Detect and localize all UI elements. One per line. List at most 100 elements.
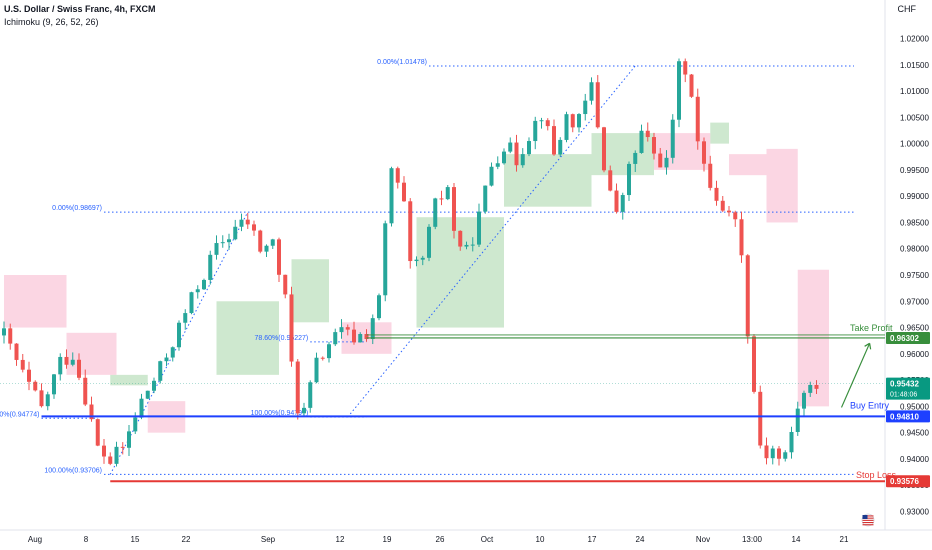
indicator-label[interactable]: Ichimoku (9, 26, 52, 26) bbox=[4, 17, 99, 27]
candle-bull bbox=[508, 142, 513, 152]
candle-bull bbox=[520, 154, 525, 166]
y-tick-label: 0.96000 bbox=[900, 350, 929, 359]
level-price-label: 0.94810 bbox=[890, 412, 919, 421]
candle-bear bbox=[258, 230, 263, 252]
candle-bull bbox=[539, 120, 544, 122]
candle-bear bbox=[733, 212, 738, 220]
candle-bull bbox=[414, 259, 419, 262]
candle-bear bbox=[777, 448, 781, 459]
candle-bear bbox=[402, 182, 406, 202]
x-tick-label: 12 bbox=[336, 535, 345, 544]
candle-bear bbox=[283, 274, 288, 295]
candle-bear bbox=[708, 163, 713, 188]
candle-bear bbox=[102, 445, 106, 457]
candle-bull bbox=[420, 257, 425, 260]
fib-diagonal-line bbox=[347, 65, 636, 418]
candle-bear bbox=[720, 200, 725, 211]
candle-bear bbox=[33, 381, 38, 391]
candle-bear bbox=[395, 168, 400, 183]
candle-bear bbox=[602, 127, 606, 171]
candle-bull bbox=[620, 195, 625, 212]
candle-bull bbox=[177, 322, 181, 348]
x-tick-label: 10 bbox=[536, 535, 545, 544]
candle-bull bbox=[783, 452, 788, 459]
candle-bull bbox=[558, 139, 563, 155]
candle-bear bbox=[364, 334, 369, 340]
chart-title: U.S. Dollar / Swiss Franc, 4h, FXCM bbox=[4, 4, 156, 14]
candle-bull bbox=[389, 168, 394, 224]
candle-bear bbox=[289, 294, 294, 362]
candle-bull bbox=[677, 61, 681, 120]
candle-bear bbox=[658, 153, 663, 168]
x-tick-label: 22 bbox=[182, 535, 191, 544]
level-price-badge bbox=[886, 331, 930, 344]
candle-bear bbox=[570, 114, 575, 128]
candle-bear bbox=[608, 170, 613, 191]
y-tick-label: 0.96500 bbox=[900, 324, 929, 333]
cloud-bull-segment bbox=[710, 122, 729, 144]
candle-bull bbox=[670, 119, 675, 158]
candle-bull bbox=[152, 380, 156, 391]
candle-bull bbox=[45, 394, 50, 407]
x-tick-label: Aug bbox=[28, 535, 42, 544]
candle-bear bbox=[439, 198, 444, 200]
fib-level-label: 78.60%(0.96227) bbox=[255, 335, 309, 342]
cloud-bear-segment bbox=[654, 133, 711, 170]
candle-bull bbox=[383, 223, 388, 296]
candle-bear bbox=[108, 456, 113, 464]
candle-bear bbox=[545, 120, 550, 127]
fib-level-label: 78.60%(0.94774) bbox=[0, 411, 40, 418]
candle-bear bbox=[345, 327, 350, 330]
y-tick-label: 1.01500 bbox=[900, 61, 929, 70]
candle-bear bbox=[552, 126, 556, 155]
candle-bull bbox=[227, 239, 231, 243]
candle-bull bbox=[370, 318, 375, 340]
candle-bull bbox=[358, 334, 363, 343]
candle-bull bbox=[802, 392, 806, 409]
candle-bull bbox=[202, 279, 206, 290]
candle-bear bbox=[814, 384, 819, 389]
candle-bear bbox=[14, 343, 19, 360]
x-tick-label: 21 bbox=[840, 535, 849, 544]
candle-bear bbox=[739, 219, 744, 256]
candle-bull bbox=[770, 448, 775, 459]
candle-bear bbox=[702, 141, 706, 164]
candle-bull bbox=[377, 295, 381, 319]
candle-bull bbox=[189, 292, 194, 314]
candle-bear bbox=[77, 359, 81, 378]
candle-bull bbox=[233, 226, 238, 240]
candle-bear bbox=[745, 255, 750, 337]
level-name-label: Buy Entry bbox=[850, 400, 890, 410]
candle-bull bbox=[145, 390, 150, 399]
y-tick-label: 0.97500 bbox=[900, 271, 929, 280]
candle-bull bbox=[577, 114, 581, 128]
candle-bull bbox=[183, 313, 188, 323]
y-tick-label: 0.95000 bbox=[900, 402, 929, 411]
y-tick-label: 1.00500 bbox=[900, 113, 929, 122]
candle-bear bbox=[120, 446, 125, 448]
candle-bull bbox=[195, 289, 200, 293]
candle-bear bbox=[245, 219, 250, 225]
us-flag-icon bbox=[861, 513, 875, 527]
cloud-bear-segment bbox=[66, 332, 117, 375]
x-tick-label: 17 bbox=[588, 535, 597, 544]
candle-bear bbox=[20, 359, 25, 370]
candles-group bbox=[2, 58, 819, 467]
candle-bull bbox=[627, 163, 631, 196]
x-tick-label: 13:00 bbox=[742, 535, 763, 544]
fib-level-label: 0.00%(1.01478) bbox=[377, 59, 427, 66]
candle-bear bbox=[95, 419, 100, 446]
y-tick-label: 0.98000 bbox=[900, 245, 929, 254]
candle-bear bbox=[352, 329, 356, 343]
candle-bull bbox=[114, 446, 119, 464]
candle-bear bbox=[277, 239, 281, 275]
currency-label: CHF bbox=[897, 4, 917, 14]
candle-bull bbox=[139, 398, 144, 418]
candle-bull bbox=[239, 219, 244, 227]
candle-bull bbox=[133, 417, 138, 432]
candle-bear bbox=[320, 357, 325, 359]
x-tick-label: Nov bbox=[696, 535, 710, 544]
y-tick-label: 0.93000 bbox=[900, 507, 929, 516]
fib-level-label: 100.00%(0.94797) bbox=[251, 410, 309, 417]
